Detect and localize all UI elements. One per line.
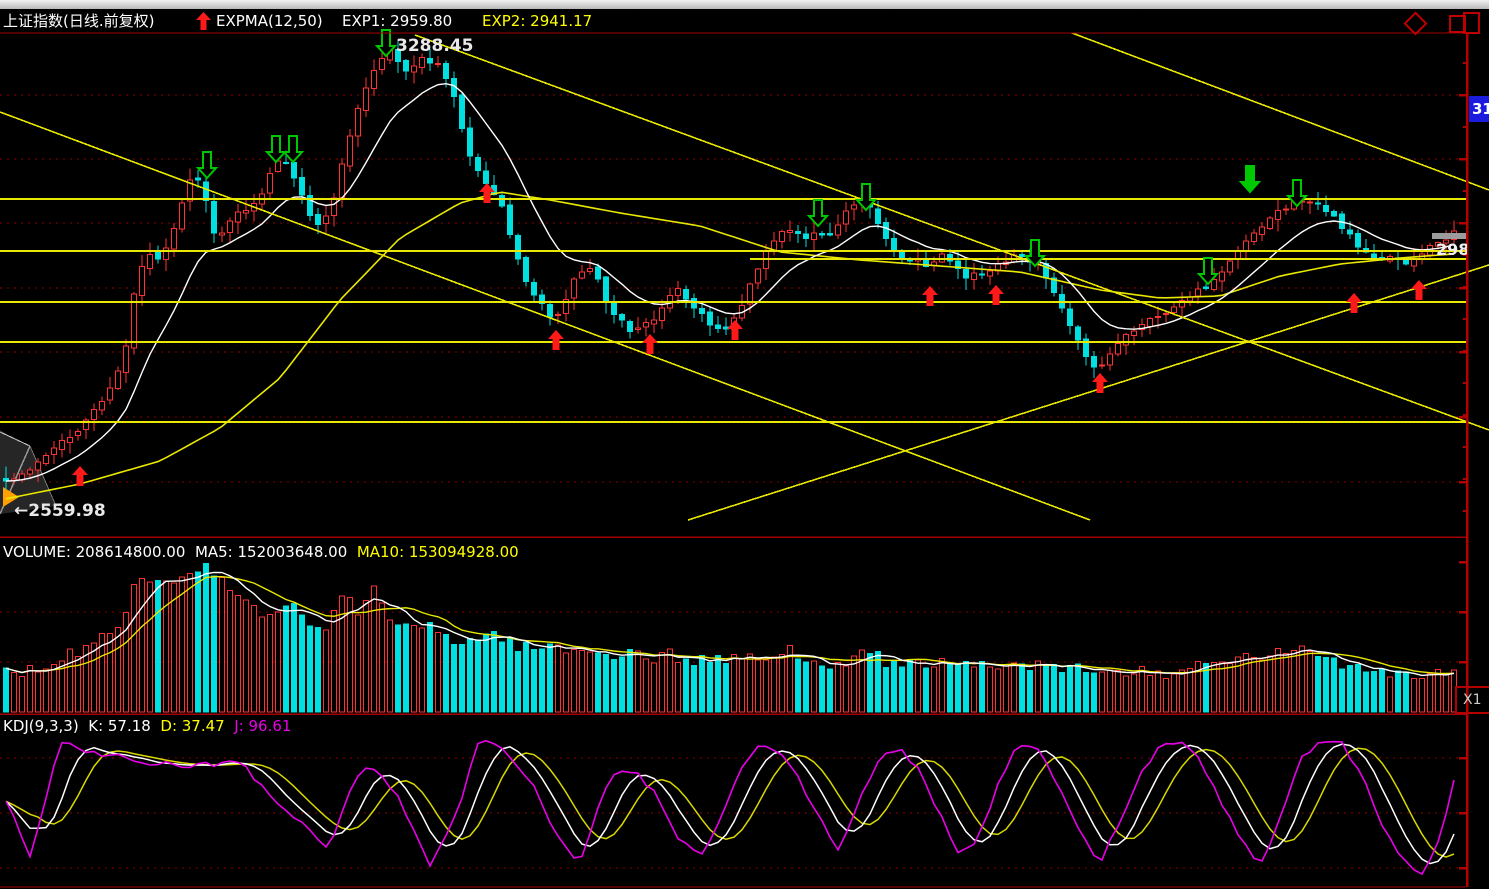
- kdj-k-value: K: 57.18: [88, 717, 151, 735]
- indicator-name: EXPMA(12,50): [216, 12, 323, 30]
- pane-rect-icon: [1463, 12, 1480, 34]
- kdj-d-value: D: 37.47: [160, 717, 225, 735]
- low-price-label: ←2559.98: [14, 501, 106, 521]
- kdj-j-value: J: 96.61: [234, 717, 292, 735]
- pane-rect-icon: [1449, 15, 1466, 33]
- up-arrow-icon: [196, 12, 211, 30]
- exp1-value: EXP1: 2959.80: [342, 12, 453, 30]
- last-price-axis-label: 298: [1436, 240, 1467, 259]
- exp2-value: EXP2: 2941.17: [482, 12, 593, 30]
- window-panes-icon[interactable]: [1449, 12, 1483, 34]
- instrument-title: 上证指数(日线.前复权): [3, 12, 155, 30]
- kdj-header: KDJ(9,3,3) K: 57.18 D: 37.47 J: 96.61: [3, 716, 291, 736]
- volume-ma5-value: MA5: 152003648.00: [194, 543, 348, 561]
- kdj-label: KDJ(9,3,3): [3, 717, 79, 735]
- axis-price-badge: 31: [1469, 96, 1489, 122]
- peak-price-label: 3288.45: [396, 36, 474, 56]
- volume-ma10-value: MA10: 153094928.00: [356, 543, 519, 561]
- window-top-strip: [0, 0, 1489, 9]
- volume-header: VOLUME: 208614800.00 MA5: 152003648.00 M…: [3, 542, 519, 562]
- volume-multiplier-button[interactable]: X1: [1455, 686, 1489, 714]
- volume-value: VOLUME: 208614800.00: [3, 543, 186, 561]
